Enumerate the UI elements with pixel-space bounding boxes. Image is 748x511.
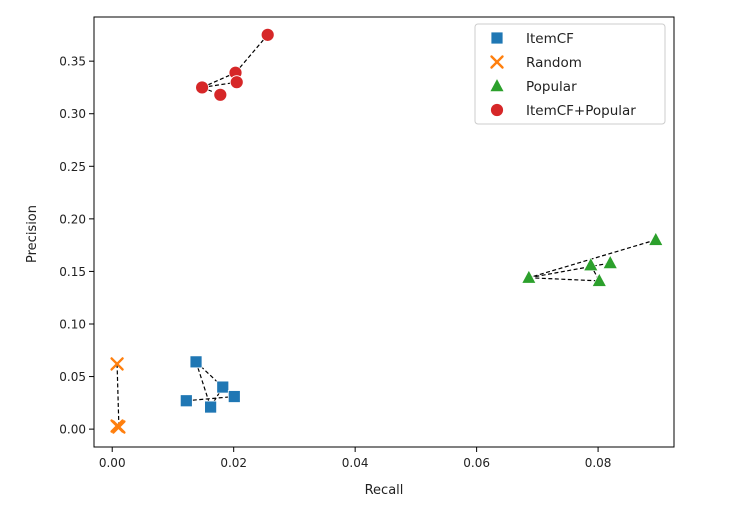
point-2-4 xyxy=(591,272,607,287)
point-0-4 xyxy=(227,390,241,403)
point-0-1 xyxy=(204,400,218,414)
legend-label-3: ItemCF+Popular xyxy=(526,103,636,119)
point-1-2 xyxy=(112,420,126,434)
legend-marker-2 xyxy=(489,77,505,92)
x-axis-ticks: 0.00 0.02 0.04 0.06 0.08 xyxy=(99,447,612,470)
point-2-2 xyxy=(583,256,599,271)
y-tick-label-4: 0.20 xyxy=(59,212,86,226)
connector-2-0 xyxy=(528,239,656,279)
point-2-3 xyxy=(602,254,618,269)
connector-2-1 xyxy=(528,277,600,282)
y-tick-label-0: 0.00 xyxy=(59,423,86,437)
y-tick-label-7: 0.35 xyxy=(59,55,86,69)
point-2-1 xyxy=(521,269,537,284)
x-tick-label-3: 0.06 xyxy=(463,456,490,470)
connector-1-0 xyxy=(116,363,120,428)
x-tick-label-4: 0.08 xyxy=(585,456,612,470)
y-tick-label-5: 0.25 xyxy=(59,160,86,174)
x-tick-label-0: 0.00 xyxy=(99,456,126,470)
plot-frame xyxy=(93,16,675,448)
point-1-0 xyxy=(110,357,124,371)
data-points xyxy=(110,27,664,434)
y-tick-label-2: 0.10 xyxy=(59,317,86,331)
connector-2-3 xyxy=(528,262,611,279)
y-axis-label: Precision xyxy=(25,205,40,263)
connector-0-3 xyxy=(186,395,235,402)
point-0-0 xyxy=(189,355,203,369)
y-tick-label-1: 0.05 xyxy=(59,370,86,384)
point-3-4 xyxy=(229,75,244,90)
point-3-0 xyxy=(260,27,275,42)
y-tick-label-6: 0.30 xyxy=(59,107,86,121)
legend-marker-1 xyxy=(490,55,504,69)
point-0-3 xyxy=(216,380,230,394)
point-2-0 xyxy=(648,231,664,246)
legend-box xyxy=(474,23,666,125)
legend-label-1: Random xyxy=(526,55,582,71)
connector-0-0 xyxy=(195,361,212,408)
x-tick-label-2: 0.04 xyxy=(342,456,369,470)
legend-label-0: ItemCF xyxy=(526,31,574,47)
legend-marker-3 xyxy=(490,103,504,117)
legend-label-2: Popular xyxy=(526,79,577,95)
legend: ItemCF Random Popular ItemCF+Popular xyxy=(474,23,666,125)
point-3-2 xyxy=(195,80,210,95)
legend-marker-0 xyxy=(490,31,504,45)
y-tick-label-3: 0.15 xyxy=(59,265,86,279)
point-3-3 xyxy=(213,87,228,102)
point-0-2 xyxy=(179,394,193,408)
connector-3-0 xyxy=(235,34,269,74)
x-tick-label-1: 0.02 xyxy=(220,456,247,470)
y-axis-ticks: 0.00 0.05 0.10 0.15 0.20 0.25 0.30 0.35 xyxy=(59,55,94,437)
x-axis-label: Recall xyxy=(365,483,404,498)
